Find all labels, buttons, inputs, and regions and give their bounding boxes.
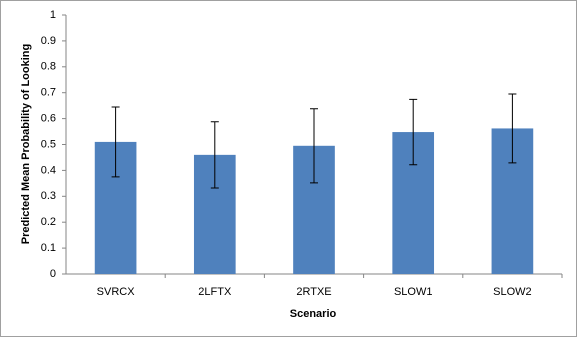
y-tick-label: 0.8 <box>41 61 56 73</box>
error-bar <box>111 106 120 178</box>
error-bar <box>310 108 318 184</box>
error-bar <box>210 121 219 189</box>
error-bar <box>508 93 517 164</box>
y-tick-label: 0 <box>50 268 56 280</box>
y-tick-label: 0.1 <box>41 242 56 254</box>
x-tick-label: SLOW2 <box>493 286 532 298</box>
y-tick-label: 1 <box>50 9 56 21</box>
y-tick-label: 0.9 <box>41 35 56 47</box>
x-axis-title: Scenario <box>290 308 337 320</box>
y-tick-label: 0.4 <box>41 164 56 176</box>
y-tick-label: 0.7 <box>41 87 56 99</box>
error-bar <box>409 98 418 166</box>
y-tick-label: 0.2 <box>41 216 56 228</box>
x-tick-label: 2LFTX <box>198 286 232 298</box>
y-tick-label: 0.6 <box>41 113 56 125</box>
y-tick-label: 0.5 <box>41 138 56 150</box>
x-tick-label: SLOW1 <box>394 286 433 298</box>
x-tick-label: SVRCX <box>97 286 136 298</box>
x-tick-label: 2RTXE <box>296 286 331 298</box>
y-axis-title: Predicted Mean Probability of Looking <box>20 44 32 244</box>
y-tick-label: 0.3 <box>41 190 56 202</box>
